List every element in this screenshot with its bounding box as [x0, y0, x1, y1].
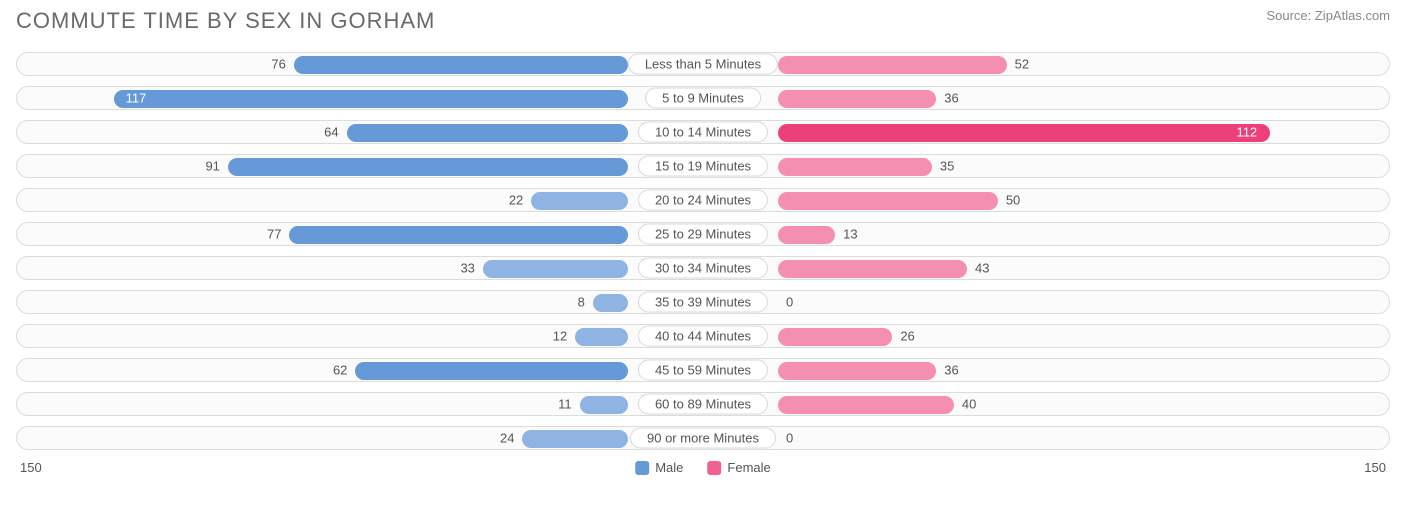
bar-female — [778, 56, 1007, 74]
row-category-label: 90 or more Minutes — [630, 428, 776, 449]
row-category-label: 20 to 24 Minutes — [638, 190, 768, 211]
chart-title: COMMUTE TIME BY SEX IN GORHAM — [16, 8, 435, 34]
chart-row: 60 to 89 Minutes 11 40 — [16, 392, 1390, 416]
chart-row: 30 to 34 Minutes 33 43 — [16, 256, 1390, 280]
row-category-label: 15 to 19 Minutes — [638, 156, 768, 177]
value-label-female: 35 — [940, 159, 954, 174]
value-label-male: 117 — [126, 91, 147, 106]
value-label-female: 0 — [786, 295, 793, 310]
bar-male — [114, 90, 628, 108]
row-category-label: 45 to 59 Minutes — [638, 360, 768, 381]
bar-male — [347, 124, 628, 142]
value-label-female: 112 — [1236, 125, 1257, 140]
row-category-label: 30 to 34 Minutes — [638, 258, 768, 279]
bar-male — [522, 430, 628, 448]
value-label-female: 0 — [786, 431, 793, 446]
axis-max-right: 150 — [1364, 460, 1386, 475]
chart-header: COMMUTE TIME BY SEX IN GORHAM Source: Zi… — [12, 8, 1394, 34]
chart-row: 90 or more Minutes 24 0 — [16, 426, 1390, 450]
chart-row: 40 to 44 Minutes 12 26 — [16, 324, 1390, 348]
value-label-female: 52 — [1015, 57, 1029, 72]
value-label-male: 12 — [553, 329, 567, 344]
value-label-male: 22 — [509, 193, 523, 208]
row-category-label: 25 to 29 Minutes — [638, 224, 768, 245]
row-category-label: 40 to 44 Minutes — [638, 326, 768, 347]
value-label-male: 64 — [324, 125, 338, 140]
bar-female — [778, 192, 998, 210]
row-category-label: 60 to 89 Minutes — [638, 394, 768, 415]
value-label-female: 36 — [944, 91, 958, 106]
chart-legend: Male Female — [635, 460, 771, 475]
value-label-female: 43 — [975, 261, 989, 276]
bar-male — [580, 396, 628, 414]
value-label-female: 50 — [1006, 193, 1020, 208]
value-label-male: 24 — [500, 431, 514, 446]
bar-male — [294, 56, 628, 74]
value-label-male: 62 — [333, 363, 347, 378]
bar-male — [483, 260, 628, 278]
value-label-female: 40 — [962, 397, 976, 412]
row-category-label: Less than 5 Minutes — [628, 54, 778, 75]
value-label-male: 76 — [271, 57, 285, 72]
bar-female — [778, 90, 936, 108]
chart-row: 35 to 39 Minutes 8 0 — [16, 290, 1390, 314]
chart-rows: Less than 5 Minutes76525 to 9 Minutes117… — [12, 52, 1394, 450]
legend-item-female: Female — [707, 460, 770, 475]
value-label-female: 13 — [843, 227, 857, 242]
bar-male — [531, 192, 628, 210]
bar-female — [778, 396, 954, 414]
bar-female — [778, 124, 1270, 142]
row-category-label: 35 to 39 Minutes — [638, 292, 768, 313]
bar-female — [778, 362, 936, 380]
value-label-male: 33 — [460, 261, 474, 276]
row-category-label: 5 to 9 Minutes — [645, 88, 761, 109]
chart-row: 25 to 29 Minutes 77 13 — [16, 222, 1390, 246]
bar-female — [778, 226, 835, 244]
chart-row: 45 to 59 Minutes 62 36 — [16, 358, 1390, 382]
chart-row: 15 to 19 Minutes 91 35 — [16, 154, 1390, 178]
value-label-female: 26 — [900, 329, 914, 344]
value-label-male: 8 — [578, 295, 585, 310]
chart-footer: 150 Male Female 150 — [12, 460, 1394, 475]
legend-item-male: Male — [635, 460, 683, 475]
axis-max-left: 150 — [20, 460, 42, 475]
legend-swatch-male — [635, 461, 649, 475]
value-label-male: 91 — [205, 159, 219, 174]
bar-female — [778, 158, 932, 176]
value-label-male: 77 — [267, 227, 281, 242]
chart-source: Source: ZipAtlas.com — [1266, 8, 1390, 23]
legend-swatch-female — [707, 461, 721, 475]
bar-male — [593, 294, 628, 312]
bar-male — [228, 158, 628, 176]
chart-row: 20 to 24 Minutes 22 50 — [16, 188, 1390, 212]
chart-row: Less than 5 Minutes 76 52 — [16, 52, 1390, 76]
legend-label-male: Male — [655, 460, 683, 475]
bar-male — [289, 226, 628, 244]
bar-female — [778, 328, 892, 346]
legend-label-female: Female — [727, 460, 770, 475]
chart-row: 10 to 14 Minutes 64 112 — [16, 120, 1390, 144]
bar-male — [355, 362, 628, 380]
bar-male — [575, 328, 628, 346]
chart-row: 5 to 9 Minutes 117 36 — [16, 86, 1390, 110]
bar-female — [778, 260, 967, 278]
value-label-female: 36 — [944, 363, 958, 378]
row-category-label: 10 to 14 Minutes — [638, 122, 768, 143]
value-label-male: 11 — [558, 397, 572, 412]
